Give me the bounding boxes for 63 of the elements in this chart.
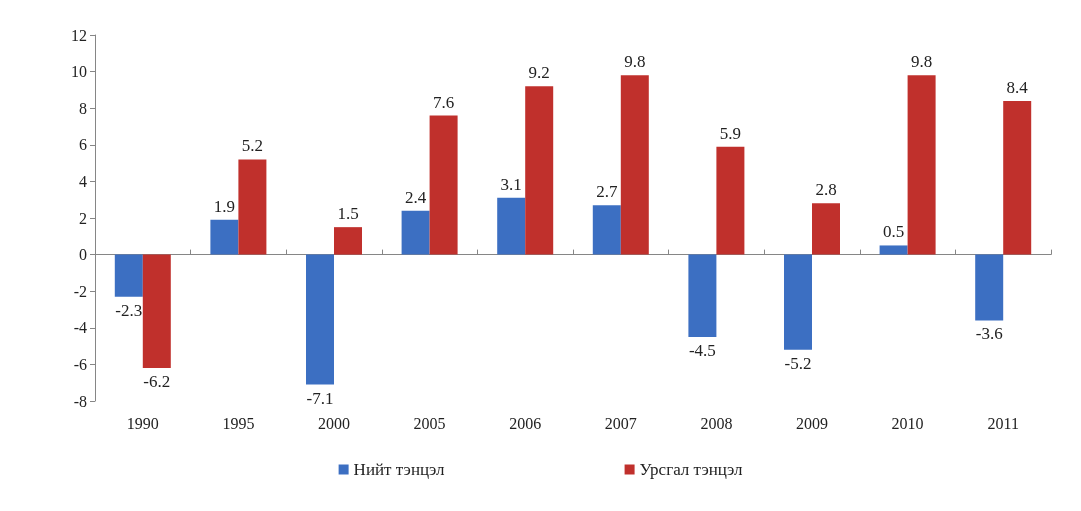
data-label: 3.1 [500, 174, 522, 194]
y-tick-label: 4 [79, 172, 87, 190]
bar [975, 254, 1004, 321]
bar [620, 75, 649, 255]
data-label: 2.8 [815, 180, 837, 200]
bar [429, 115, 458, 255]
y-tick-label: 12 [71, 26, 87, 44]
data-label: 0.5 [882, 222, 905, 242]
bar [525, 86, 554, 255]
data-label: 5.2 [241, 136, 264, 156]
data-label: 9.2 [528, 63, 550, 83]
data-label: 1.9 [213, 196, 236, 216]
y-tick-label: 6 [79, 136, 87, 154]
bar [306, 254, 334, 385]
data-label: -4.5 [688, 340, 716, 360]
x-tick-label: 2006 [509, 414, 542, 432]
data-label: -5.2 [784, 353, 812, 373]
bar [142, 254, 171, 369]
y-tick-label: 2 [79, 209, 87, 227]
data-label: 8.4 [1006, 77, 1029, 97]
bar [716, 146, 745, 255]
bar [688, 254, 717, 337]
x-tick-label: 2000 [318, 414, 350, 432]
data-label: 9.8 [624, 52, 646, 72]
data-label: 5.9 [719, 123, 742, 143]
x-tick-label: 2005 [413, 414, 446, 432]
bar [812, 203, 840, 255]
bar [334, 227, 362, 255]
bar [210, 219, 239, 255]
y-tick-label: 10 [71, 63, 87, 81]
data-label: -2.3 [115, 300, 143, 320]
x-tick-label: 2010 [891, 414, 924, 432]
bar [879, 245, 908, 255]
y-tick-label: -6 [73, 355, 87, 373]
data-label: -3.6 [975, 324, 1003, 344]
bar [1003, 100, 1032, 255]
data-label: -6.2 [143, 372, 171, 392]
x-tick-label: 2007 [604, 414, 637, 432]
y-tick-label: -4 [73, 319, 87, 337]
bar [907, 75, 936, 255]
legend-label: Урсгал тэнцэл [639, 460, 743, 479]
bar [784, 254, 812, 350]
data-label: 2.7 [596, 182, 618, 202]
bar [497, 197, 526, 255]
data-label: -7.1 [306, 388, 334, 408]
x-tick-label: 2011 [987, 414, 1019, 432]
y-tick-label: 8 [79, 99, 87, 117]
y-tick-label: 0 [79, 246, 87, 264]
bar [238, 159, 267, 255]
x-tick-label: 1990 [126, 414, 159, 432]
data-label: 1.5 [337, 204, 359, 224]
bar [401, 210, 430, 255]
x-tick-label: 1995 [222, 414, 255, 432]
y-tick-label: -8 [73, 392, 87, 410]
bar [114, 254, 143, 297]
data-label: 9.8 [910, 52, 933, 72]
data-label: 7.6 [432, 92, 455, 112]
bar [592, 205, 621, 255]
x-tick-label: 2008 [700, 414, 733, 432]
data-label: 2.4 [404, 187, 427, 207]
x-tick-label: 2009 [796, 414, 828, 432]
legend-label: Нийт тэнцэл [353, 460, 446, 479]
y-tick-label: -2 [73, 282, 87, 300]
